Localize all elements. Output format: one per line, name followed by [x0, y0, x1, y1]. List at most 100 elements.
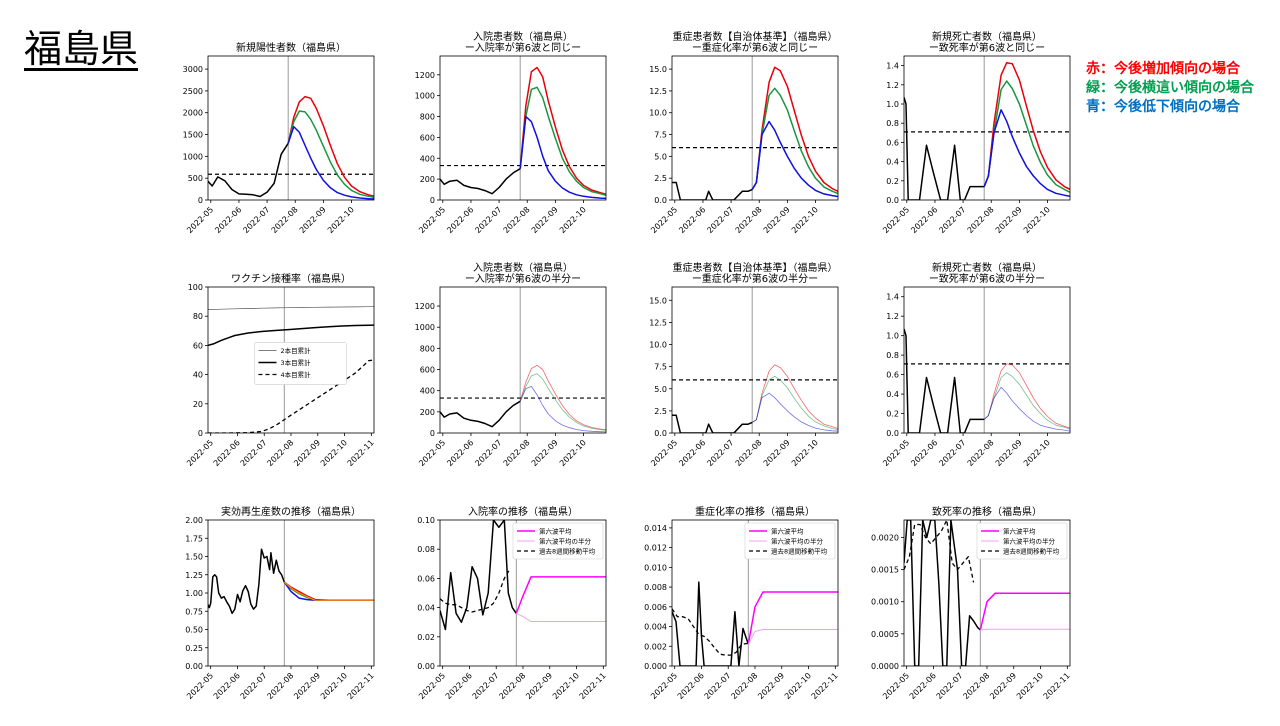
y-tick-label: 800: [420, 113, 435, 122]
legend-label: 3本目累計: [280, 358, 311, 367]
series-line-blue-thin: [751, 392, 838, 432]
x-tick-label: 2022-09: [762, 205, 792, 235]
chart-severe-rate: 重症化率の推移（福島県） 0.000 0.002 0.004 0.006 0.008 0.0…: [614, 486, 846, 726]
chart-new-cases: 新規陽性者数（福島県） 0 500 1000 1500 2000 2500 3000 2022-…: [150, 22, 382, 260]
chart-title: 重症化率の推移（福島県）: [695, 505, 815, 518]
y-tick-label: 0.012: [644, 544, 667, 553]
y-tick-label: 0.0000: [871, 662, 899, 671]
y-tick-label: 1.0: [886, 100, 899, 109]
x-tick-label: 2022-05: [185, 671, 215, 701]
series-line-black: [672, 414, 753, 433]
x-tick-label: 2022-11: [578, 671, 608, 701]
x-tick-label: 2022-06: [213, 205, 243, 235]
y-tick-label: 1200: [415, 71, 435, 80]
chart-title: 入院率の推移（福島県）: [468, 505, 578, 518]
x-tick-label: 2022-10: [319, 438, 349, 468]
chart-legend: 2本目累計 3本目累計 4本目累計: [254, 342, 347, 385]
series-line-black: [672, 181, 753, 200]
y-tick-label: 0: [430, 429, 435, 438]
series-line-green-thin: [519, 373, 606, 431]
chart-hospitalized-half: 入院患者数（福島県） ー入院率が第6波の半分ー 0 200 400 600 800 1000 1…: [382, 253, 614, 493]
scenario-legend: 赤：今後増加傾向の場合 緑：今後横這い傾向の場合 青：今後低下傾向の場合: [1086, 60, 1254, 117]
y-tick-label: 1.00: [185, 589, 203, 598]
series-line-blue-thin: [983, 386, 1070, 432]
y-tick-label: 0.06: [417, 574, 435, 583]
series-line-dashed: [672, 608, 749, 656]
y-tick-label: 200: [420, 408, 435, 417]
x-tick-label: 2022-11: [810, 671, 840, 701]
scenario-legend-blue: 青：今後低下傾向の場合: [1086, 99, 1240, 115]
x-tick-label: 2022-08: [265, 438, 295, 468]
x-tick-label: 2022-07: [471, 671, 501, 701]
chart-title: 新規陽性者数（福島県）: [236, 41, 346, 54]
x-tick-label: 2022-06: [445, 205, 475, 235]
y-tick-label: 1.25: [185, 571, 203, 580]
y-tick-label: 0: [430, 196, 435, 205]
y-tick-label: 0.6: [886, 138, 899, 147]
series-line-red-thin: [751, 364, 838, 429]
series-line-thin: [208, 306, 374, 310]
x-tick-label: 2022-06: [677, 205, 707, 235]
x-tick-label: 2022-08: [966, 205, 996, 235]
y-tick-label: 0: [198, 196, 203, 205]
chart-svg: 新規死亡者数（福島県）ー致死率が第6波の半分ー 0.0 0.2 0.4 0.6 0.8 1.…: [881, 261, 1071, 468]
x-tick-label: 2022-09: [298, 205, 328, 235]
x-tick-label: 2022-07: [937, 205, 967, 235]
y-tick-label: 15.0: [649, 65, 667, 74]
series-line-dashed: [208, 359, 374, 433]
x-tick-label: 2022-06: [212, 438, 242, 468]
plot-frame: [903, 55, 1071, 201]
y-tick-label: 0.0: [654, 196, 667, 205]
y-tick-label: 0.0: [654, 429, 667, 438]
x-tick-label: 2022-08: [265, 671, 295, 701]
chart-svg: 重症化率の推移（福島県） 0.000 0.002 0.004 0.006 0.008 0.0…: [644, 505, 840, 701]
y-tick-label: 0.004: [644, 623, 667, 632]
y-tick-label: 0.002: [644, 642, 667, 651]
y-tick-label: 7.5: [654, 131, 667, 140]
y-tick-label: 0.0020: [871, 533, 899, 542]
x-tick-label: 2022-08: [729, 671, 759, 701]
x-tick-label: 2022-07: [703, 671, 733, 701]
plot-frame: [439, 286, 607, 434]
y-tick-label: 0: [198, 429, 203, 438]
x-tick-label: 2022-09: [762, 438, 792, 468]
chart-severe-half: 重症患者数【自治体基準】（福島県） ー重症化率が第6波の半分ー 0.0 2.5 5.0 7…: [614, 253, 846, 493]
y-tick-label: 400: [420, 387, 435, 396]
y-tick-label: 600: [420, 133, 435, 142]
x-tick-label: 2022-05: [881, 671, 911, 701]
y-tick-label: 2500: [183, 87, 203, 96]
series-line-black: [440, 520, 517, 631]
x-tick-label: 2022-06: [212, 671, 242, 701]
x-tick-label: 2022-10: [783, 671, 813, 701]
x-tick-label: 2022-05: [185, 205, 215, 235]
x-tick-label: 2022-06: [445, 438, 475, 468]
x-tick-label: 2022-07: [241, 205, 271, 235]
chart-svg: 重症患者数【自治体基準】（福島県）ー重症化率が第6波と同じー 0.0 2.5 5.0 7…: [649, 30, 839, 235]
y-tick-label: 0.8: [886, 119, 899, 128]
x-tick-label: 2022-06: [909, 438, 939, 468]
x-tick-label: 2022-07: [473, 438, 503, 468]
chart-svg: 入院患者数（福島県）ー入院率が第6波の半分ー 0 200 400 600 800 1000 1…: [415, 261, 607, 468]
y-tick-label: 1.2: [886, 312, 899, 321]
y-tick-label: 20: [193, 400, 203, 409]
chart-vaccination: ワクチン接種率（福島県） 0 20 40 60 80 100 2022-05 2022-06 20…: [150, 253, 382, 493]
series-line-magenta: [515, 576, 606, 614]
plot-frame: [207, 286, 375, 434]
series-line-black: [208, 142, 289, 198]
x-tick-label: 2022-07: [937, 438, 967, 468]
x-tick-label: 2022-07: [705, 438, 735, 468]
legend-label: 4本目累計: [280, 370, 311, 379]
x-tick-label: 2022-08: [270, 205, 300, 235]
chart-svg: 入院患者数（福島県）ー入院率が第6波と同じー 0 200 400 600 800 1000 1…: [415, 30, 607, 235]
y-tick-label: 0.08: [417, 545, 435, 554]
series-line-blue: [983, 109, 1070, 197]
y-tick-label: 1.4: [886, 293, 899, 302]
chart-title: ー致死率が第6波の半分ー: [929, 272, 1045, 285]
x-tick-label: 2022-10: [558, 205, 588, 235]
chart-title: 入院患者数（福島県）: [473, 261, 573, 274]
y-tick-label: 0.0005: [871, 630, 899, 639]
series-line-red: [983, 61, 1070, 191]
x-tick-label: 2022-10: [558, 438, 588, 468]
y-tick-label: 0.50: [185, 626, 203, 635]
